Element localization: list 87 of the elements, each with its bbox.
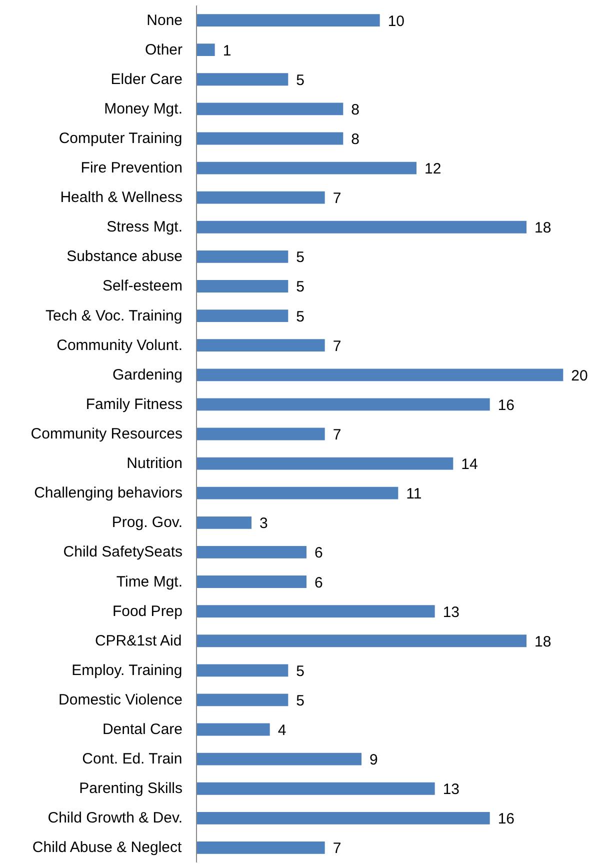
data-label: 18 <box>534 633 552 650</box>
y-tick-label: Computer Training <box>58 130 182 147</box>
y-tick-label: Substance abuse <box>66 248 182 266</box>
y-tick-label: Other <box>144 41 183 58</box>
bar <box>196 576 306 588</box>
bar <box>196 486 398 500</box>
y-tick-label: Cont. Ed. Train <box>82 750 182 768</box>
data-label: 10 <box>388 12 405 30</box>
y-tick-label: Child Abuse & Neglect <box>32 839 183 856</box>
bar <box>196 280 288 292</box>
bar <box>196 44 215 56</box>
data-label: 7 <box>332 840 342 858</box>
y-tick-label: Time Mgt. <box>116 573 183 590</box>
data-label: 3 <box>260 515 268 532</box>
bar <box>196 250 288 263</box>
bar <box>196 782 435 795</box>
bar <box>196 191 325 204</box>
y-tick-label: Health & Wellness <box>60 189 183 206</box>
y-tick-label: Parenting Skills <box>79 780 183 798</box>
data-label: 5 <box>296 308 305 326</box>
y-tick-label: CPR&1st Aid <box>94 632 182 650</box>
y-tick-label: Employ. Training <box>72 662 182 679</box>
data-label: 5 <box>296 692 305 710</box>
y-tick-label: Money Mgt. <box>104 100 183 118</box>
bar <box>196 368 564 382</box>
bar <box>196 752 362 766</box>
data-label: 8 <box>351 101 360 118</box>
bar <box>196 546 306 558</box>
bar <box>196 664 288 677</box>
data-label: 1 <box>222 42 232 60</box>
bar <box>196 516 252 529</box>
bar <box>196 428 325 440</box>
bar <box>196 14 380 26</box>
bar <box>196 102 344 116</box>
y-tick-label: Challenging behaviors <box>34 484 183 502</box>
y-tick-label: Fire Prevention <box>80 160 183 177</box>
bar <box>196 842 325 854</box>
y-tick-label: Family Fitness <box>86 396 183 413</box>
y-tick-label: Community Volunt. <box>56 336 182 354</box>
y-tick-label: Gardening <box>112 366 183 384</box>
y-tick-label: Prog. Gov. <box>112 514 183 532</box>
data-label: 14 <box>461 456 478 474</box>
y-tick-label: Self-esteem <box>102 278 183 295</box>
data-label: 8 <box>351 130 360 148</box>
bar <box>196 339 325 352</box>
bar <box>196 723 270 736</box>
y-tick-label: Child SafetySeats <box>63 544 183 561</box>
y-tick-label: Domestic Violence <box>58 691 183 708</box>
y-tick-label: Stress Mgt. <box>106 218 183 236</box>
bar <box>196 132 344 145</box>
y-tick-label: Nutrition <box>126 455 183 472</box>
bar <box>196 812 490 824</box>
data-label: 6 <box>314 574 323 592</box>
data-label: 5 <box>296 249 305 266</box>
data-label: 18 <box>534 220 552 237</box>
data-label: 7 <box>332 190 342 208</box>
bar <box>196 694 288 706</box>
bar <box>196 162 416 174</box>
y-tick-label: Child Growth & Dev. <box>48 810 182 827</box>
data-label: 16 <box>498 810 515 828</box>
bar <box>196 310 288 322</box>
data-label: 13 <box>442 604 460 621</box>
data-label: 13 <box>442 781 460 798</box>
bar <box>196 457 454 470</box>
y-tick-label: Elder Care <box>110 70 183 88</box>
bar <box>196 220 526 234</box>
data-label: 6 <box>314 544 323 562</box>
y-tick-label: Food Prep <box>112 602 183 620</box>
y-tick-label: Tech & Voc. Training <box>45 307 182 324</box>
data-label: 5 <box>296 662 305 680</box>
bar <box>196 398 490 411</box>
data-label: 7 <box>332 426 342 444</box>
bar <box>196 605 435 618</box>
data-label: 4 <box>278 722 286 740</box>
y-tick-label: Community Resources <box>30 426 183 442</box>
data-label: 12 <box>424 160 442 178</box>
data-label: 7 <box>332 338 342 355</box>
y-tick-label: None <box>146 12 182 29</box>
bar <box>196 73 288 86</box>
data-label: 16 <box>498 396 515 414</box>
y-tick-label: Dental Care <box>102 721 183 738</box>
bar <box>196 634 526 648</box>
data-label: 5 <box>296 72 305 89</box>
data-label: 20 <box>571 367 588 384</box>
data-label: 5 <box>296 278 305 296</box>
data-label: 9 <box>370 752 378 769</box>
data-label: 11 <box>406 486 422 503</box>
